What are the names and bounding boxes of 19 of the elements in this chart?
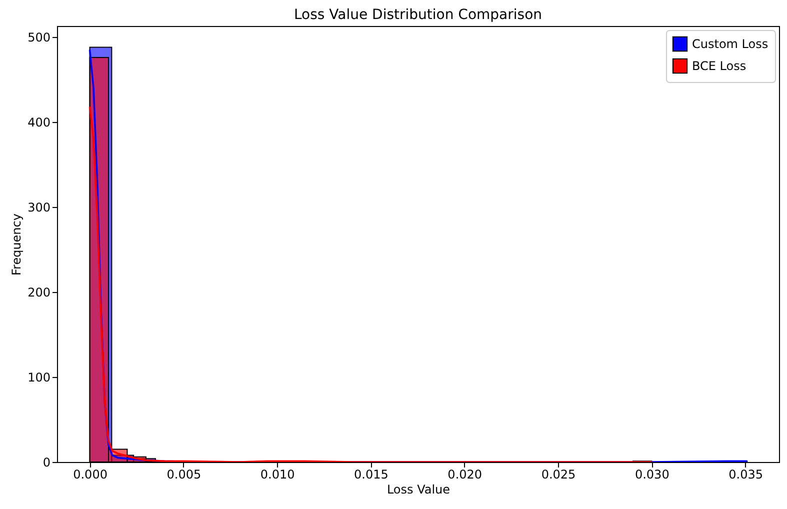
x-tick-label: 0.015 — [354, 468, 388, 482]
chart-title: Loss Value Distribution Comparison — [294, 7, 542, 23]
x-tick-label: 0.035 — [728, 468, 763, 482]
y-tick-label: 500 — [28, 30, 50, 45]
y-tick-label: 0 — [42, 456, 50, 470]
x-axis-title: Loss Value — [386, 482, 450, 496]
legend-label: BCE Loss — [692, 59, 746, 73]
x-tick-label: 0.005 — [166, 468, 202, 482]
legend-label: Custom Loss — [692, 37, 768, 51]
x-tick-label: 0.010 — [260, 468, 295, 482]
x-tick-label: 0.025 — [541, 468, 576, 482]
y-axis-title: Frequency — [10, 214, 24, 276]
x-tick-label: 0.000 — [73, 468, 108, 482]
x-tick-label: 0.030 — [634, 468, 670, 482]
y-tick-label: 400 — [28, 116, 50, 130]
x-tick-label: 0.020 — [448, 468, 482, 482]
y-tick-label: 100 — [28, 370, 50, 385]
y-tick-label: 200 — [28, 286, 50, 300]
y-tick-label: 300 — [28, 200, 50, 215]
